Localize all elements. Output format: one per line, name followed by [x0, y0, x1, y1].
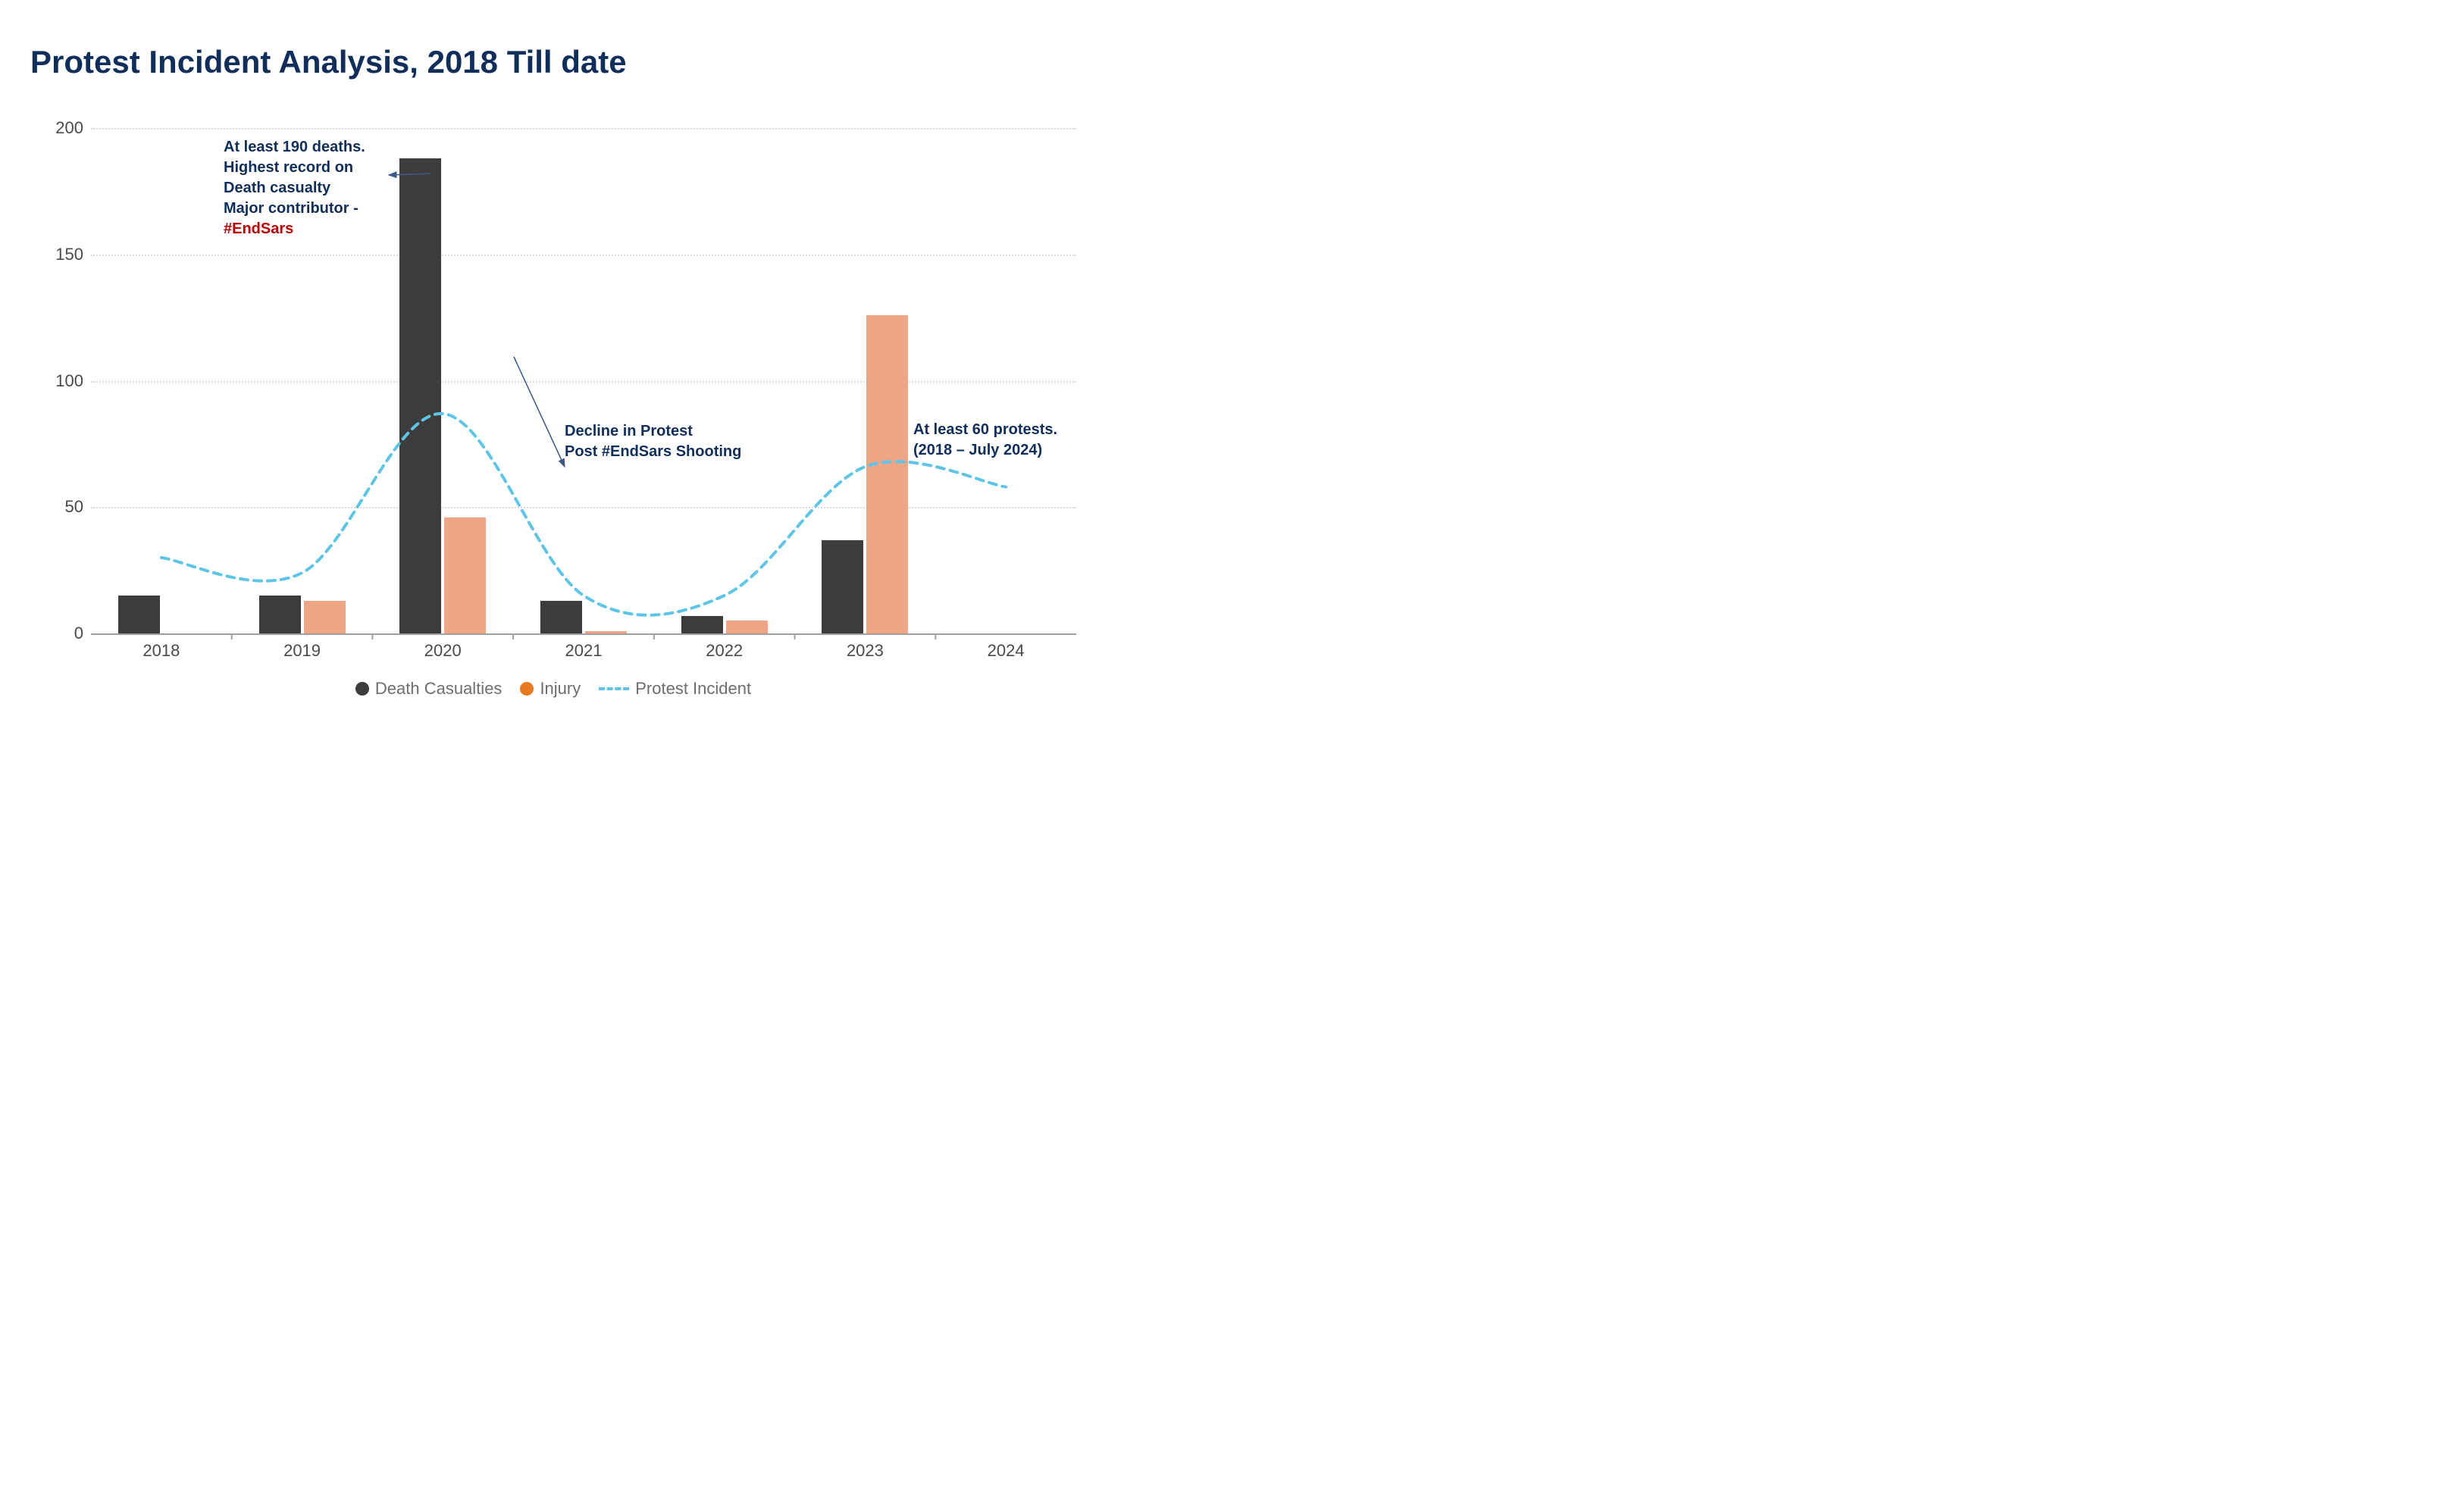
bar-deaths — [259, 596, 301, 633]
gridline — [91, 381, 1076, 383]
legend-label: Protest Incident — [635, 679, 751, 699]
legend-item: Injury — [520, 679, 581, 699]
legend-marker-incident — [599, 687, 629, 690]
gridline — [91, 128, 1076, 130]
bar-injury — [304, 601, 346, 633]
x-axis — [91, 633, 1076, 635]
xtick-label: 2023 — [847, 641, 884, 661]
ytick-label: 0 — [38, 624, 83, 643]
bar-deaths — [118, 596, 160, 633]
bar-deaths — [399, 158, 441, 633]
xtick-label: 2021 — [565, 641, 603, 661]
ytick-label: 50 — [38, 497, 83, 517]
chart-title: Protest Incident Analysis, 2018 Till dat… — [30, 44, 2434, 80]
bar-deaths — [681, 616, 723, 633]
bar-injury — [585, 631, 627, 633]
xtick-label: 2024 — [988, 641, 1025, 661]
annotation-a3: At least 60 protests.(2018 – July 2024) — [913, 420, 1057, 461]
xtick-label: 2018 — [142, 641, 180, 661]
bar-deaths — [822, 540, 863, 633]
legend-item: Protest Incident — [599, 679, 751, 699]
annotation-a2: Decline in ProtestPost #EndSars Shooting — [565, 421, 741, 462]
chart-container: Death CasualtiesInjuryProtest Incident 0… — [30, 103, 1076, 694]
gridline — [91, 255, 1076, 256]
legend-marker-deaths — [355, 682, 369, 696]
bar-injury — [866, 315, 908, 633]
legend-item: Death Casualties — [355, 679, 503, 699]
gridline — [91, 507, 1076, 508]
annotation-a1: At least 190 deaths.Highest record onDea… — [224, 137, 365, 239]
ytick-label: 100 — [38, 371, 83, 391]
legend-label: Injury — [540, 679, 581, 699]
ytick-label: 150 — [38, 245, 83, 264]
xtick-label: 2022 — [706, 641, 743, 661]
legend-label: Death Casualties — [375, 679, 503, 699]
legend-marker-injury — [520, 682, 534, 696]
xtick-label: 2020 — [424, 641, 462, 661]
bar-injury — [444, 517, 486, 633]
bar-injury — [726, 621, 768, 633]
ytick-label: 200 — [38, 118, 83, 138]
chart-legend: Death Casualties Injury Protest Incident — [30, 679, 1076, 699]
xtick-label: 2019 — [283, 641, 321, 661]
bar-deaths — [540, 601, 582, 633]
